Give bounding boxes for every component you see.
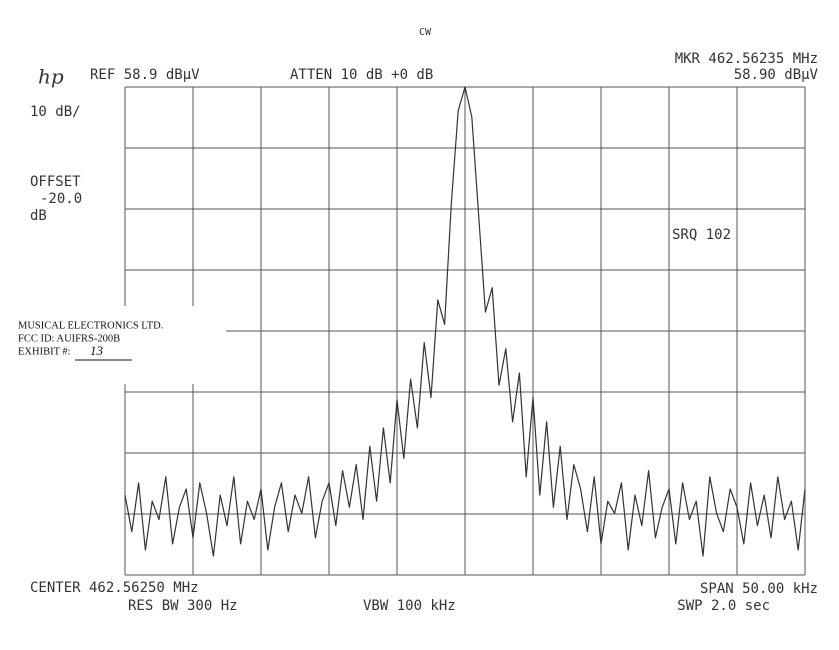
sweep-label: SWP 2.0 sec: [677, 598, 770, 614]
grid: [124, 86, 806, 576]
stamp-company: MUSICAL ELECTRONICS LTD.: [18, 320, 163, 331]
center-label: CENTER 462.56250 MHz: [30, 580, 199, 596]
atten-label: ATTEN 10 dB +0 dB: [290, 67, 433, 83]
span-label: SPAN 50.00 kHz: [700, 581, 818, 597]
chart-title: CW: [419, 27, 432, 38]
marker-level: 58.90 dBµV: [734, 67, 819, 83]
vbw-label: VBW 100 kHz: [363, 598, 456, 614]
offset-label: OFFSET: [30, 174, 81, 190]
stamp-fcc-id: FCC ID: AUIFRS-200B: [18, 333, 120, 344]
trace-line: [124, 86, 806, 557]
offset-unit: dB: [30, 208, 47, 224]
ref-label: REF 58.9 dBµV: [90, 67, 200, 83]
scale-label: 10 dB/: [30, 104, 81, 120]
stamp-exhibit-number: 13: [90, 343, 104, 358]
stamp: MUSICAL ELECTRONICS LTD. FCC ID: AUIFRS-…: [12, 306, 226, 384]
stamp-background: [12, 306, 226, 384]
offset-value: -20.0: [40, 191, 82, 207]
res-bw-label: RES BW 300 Hz: [128, 598, 238, 614]
trace-group: [124, 86, 806, 557]
logo: hp: [38, 65, 64, 89]
stamp-exhibit: EXHIBIT #:: [18, 346, 71, 357]
marker-freq: MKR 462.56235 MHz: [675, 51, 818, 67]
srq-label: SRQ 102: [672, 227, 731, 243]
